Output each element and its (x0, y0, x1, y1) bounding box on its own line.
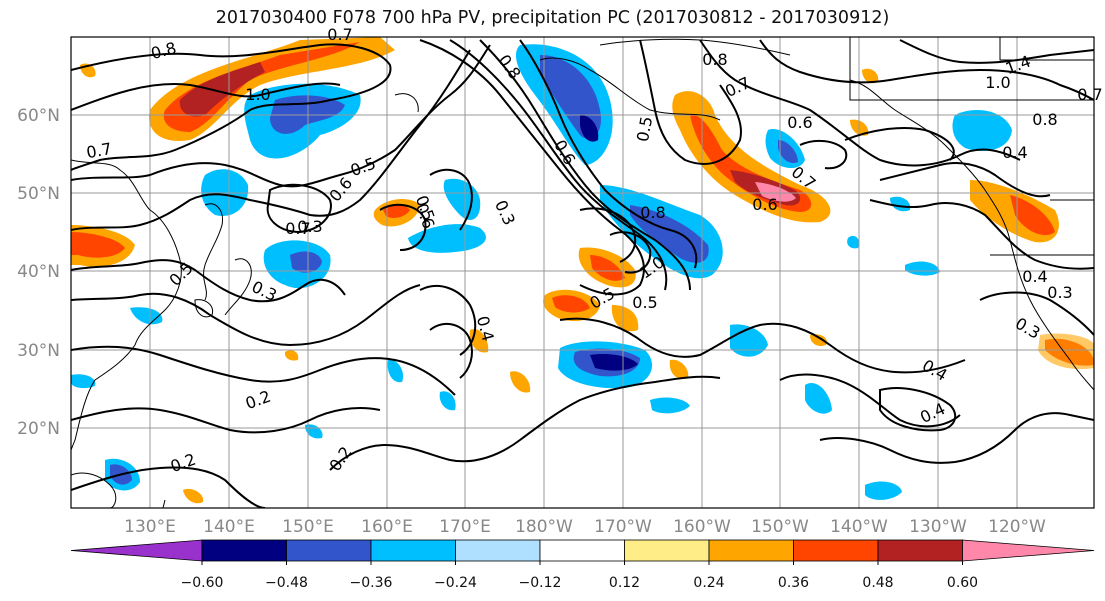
coastlines (71, 37, 1094, 508)
colorbar-segment (201, 539, 287, 562)
colorbar-tick-label: 0.24 (693, 575, 724, 591)
lon-label: 150°W (751, 517, 809, 537)
contour-label: 0.5 (633, 115, 656, 143)
contour-label: 0.8 (1032, 110, 1057, 129)
colorbar-segment (624, 539, 710, 562)
contour-label: 0.8 (640, 203, 665, 222)
lon-label: 120°W (988, 517, 1046, 537)
colorbar-tick-label: 0.36 (778, 575, 809, 591)
contour-label: 0.6 (787, 113, 812, 132)
latitude-labels: 60°N 50°N 40°N 30°N 20°N (17, 106, 60, 439)
contour-label: 0.4 (1002, 143, 1027, 162)
lon-label: 160°W (673, 517, 731, 537)
contour-label: 0.3 (1047, 283, 1072, 302)
colorbar-extend-high (962, 539, 1095, 562)
colorbar-segment (793, 539, 879, 562)
contour-label: 0.4 (1022, 267, 1047, 286)
map-layer (71, 37, 1094, 508)
colorbar-tick-label: 0.60 (947, 575, 978, 591)
contour-label: 0.6 (752, 195, 777, 214)
lat-label: 60°N (17, 106, 60, 126)
colorbar-segment (708, 539, 794, 562)
lon-label: 130°E (124, 517, 176, 537)
colorbar-tick-label: −0.60 (181, 575, 224, 591)
lon-label: 180°W (515, 517, 573, 537)
lon-label: 170°W (594, 517, 652, 537)
gridlines (71, 37, 1094, 508)
colorbar-tick-label: −0.48 (265, 575, 308, 591)
colorbar-segment (877, 539, 963, 562)
colorbar: −0.60 −0.48 −0.36 −0.24 −0.12 0.12 0.24 0.36 0.4… (70, 539, 1095, 591)
colorbar-tick-label: 0.12 (609, 575, 640, 591)
lon-label: 140°W (830, 517, 888, 537)
map-title: 2017030400 F078 700 hPa PV, precipitatio… (215, 8, 890, 28)
lat-label: 50°N (17, 184, 60, 204)
lat-label: 40°N (17, 262, 60, 282)
lon-label: 130°W (909, 517, 967, 537)
lon-label: 140°E (203, 517, 255, 537)
colorbar-extend-low (70, 539, 203, 562)
pv-contours (71, 39, 1094, 508)
colorbar-tick-label: 0.48 (862, 575, 893, 591)
contour-label: 0.3 (297, 217, 322, 236)
longitude-labels: 130°E 140°E 150°E 160°E 170°E 180°W 170°W 160°W… (124, 517, 1046, 537)
colorbar-tick-label: −0.24 (434, 575, 477, 591)
contour-label: 0.5 (632, 293, 657, 312)
lon-label: 160°E (361, 517, 413, 537)
colorbar-tick-label: −0.12 (519, 575, 562, 591)
lat-label: 30°N (17, 341, 60, 361)
contour-label: 0.7 (285, 219, 310, 238)
contour-label: 0.7 (85, 139, 113, 162)
contour-label: 0.8 (702, 50, 727, 69)
lat-label: 20°N (17, 419, 60, 439)
contour-label: 0.7 (1077, 85, 1102, 104)
plot-frame (70, 36, 1095, 509)
contour-label: 0.7 (327, 25, 352, 44)
contour-label: 1.0 (985, 73, 1010, 92)
colorbar-segment (370, 539, 456, 562)
colorbar-tick-label: −0.36 (350, 575, 393, 591)
colorbar-segment (455, 539, 541, 562)
lon-label: 150°E (282, 517, 334, 537)
lon-label: 170°E (439, 517, 491, 537)
colorbar-segment (286, 539, 372, 562)
contour-label: 1.0 (245, 85, 270, 104)
colorbar-segment (539, 539, 625, 562)
